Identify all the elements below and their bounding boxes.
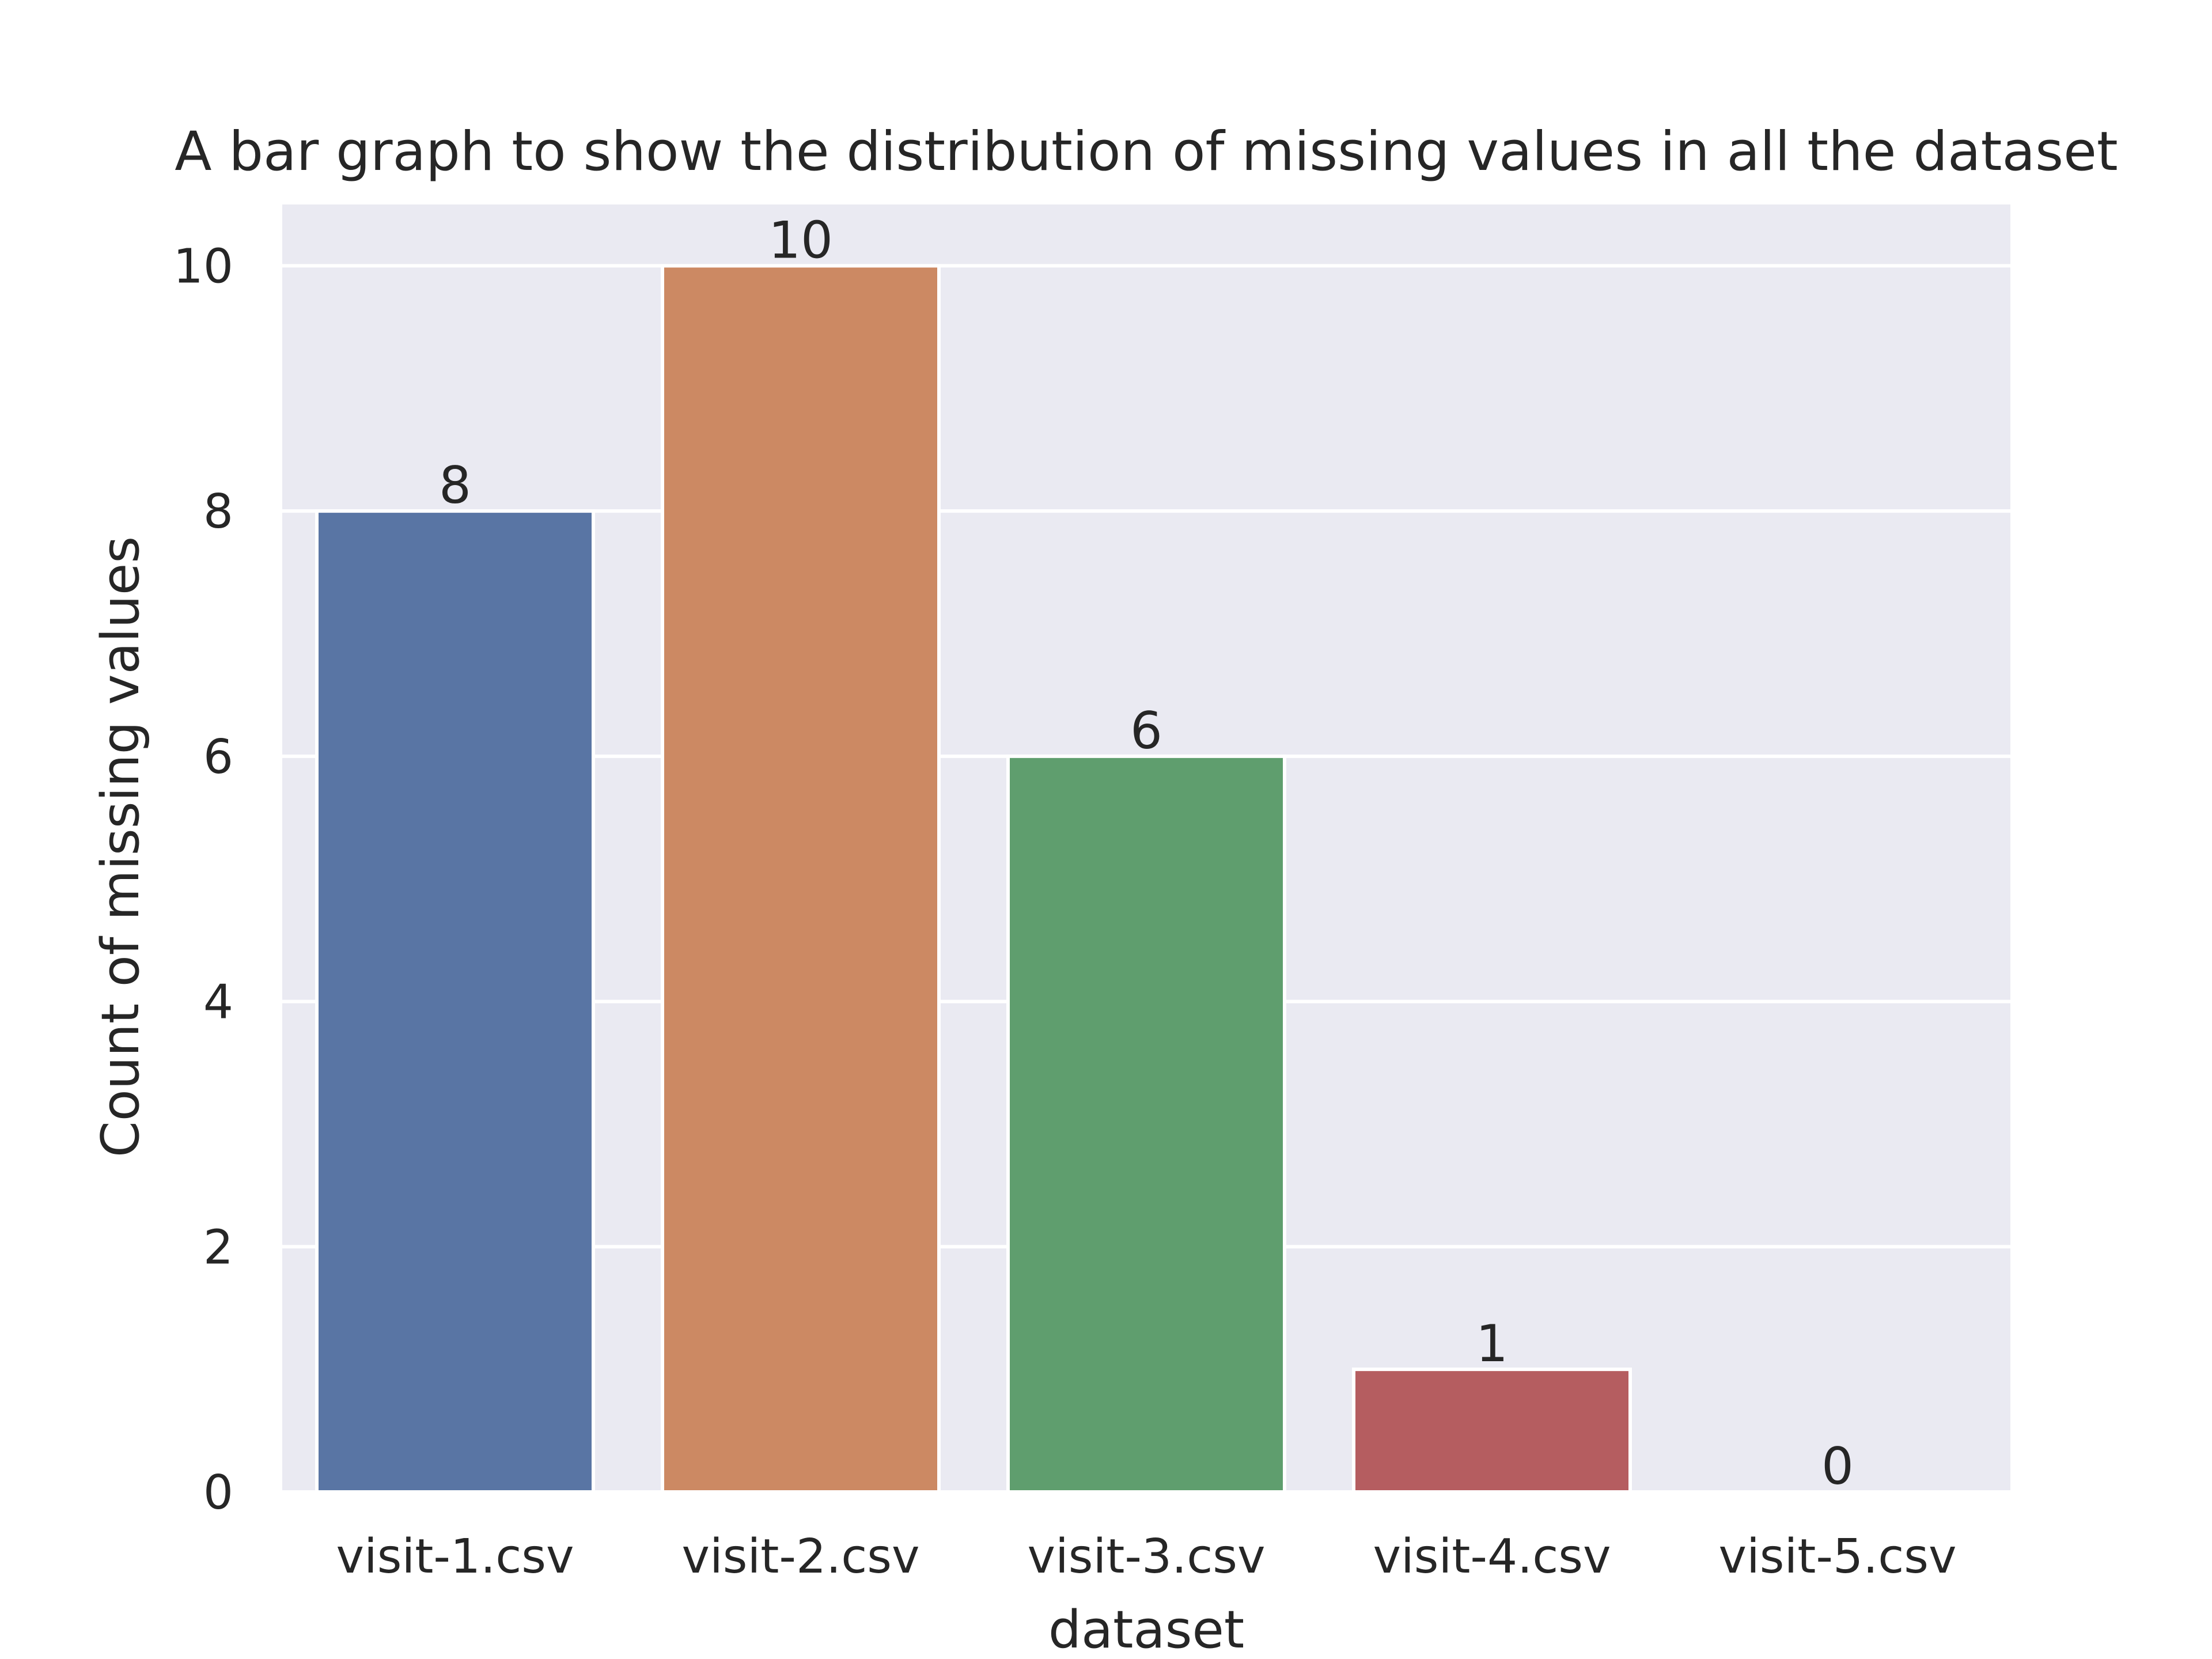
y-tick-label: 10 <box>173 239 233 294</box>
chart-title: A bar graph to show the distribution of … <box>175 120 2118 183</box>
data-label: 1 <box>1476 1314 1508 1373</box>
x-axis-label: dataset <box>1048 1600 1244 1659</box>
x-tick-label: visit-2.csv <box>681 1529 919 1584</box>
bars <box>315 264 1632 1494</box>
x-tick-label: visit-4.csv <box>1373 1529 1611 1584</box>
bar-visit-3-csv <box>1006 754 1286 1494</box>
bar-visit-2-csv <box>661 264 941 1494</box>
bar-visit-4-csv <box>1352 1368 1632 1494</box>
x-tick-labels: visit-1.csv visit-2.csv visit-3.csv visit-4… <box>336 1529 1956 1584</box>
y-tick-label: 8 <box>203 484 233 539</box>
data-label: 8 <box>439 456 471 515</box>
y-axis-label: Count of missing values <box>90 536 151 1157</box>
y-tick-labels: 0 2 4 6 8 10 <box>173 239 233 1520</box>
data-label: 6 <box>1130 701 1162 760</box>
data-label: 0 <box>1821 1437 1854 1496</box>
x-tick-label: visit-3.csv <box>1027 1529 1265 1584</box>
y-tick-label: 0 <box>203 1465 233 1520</box>
bar-visit-1-csv <box>315 509 595 1494</box>
y-tick-label: 6 <box>203 730 233 785</box>
y-tick-label: 4 <box>203 975 233 1030</box>
x-tick-label: visit-1.csv <box>336 1529 574 1584</box>
data-label: 10 <box>768 210 833 270</box>
y-tick-label: 2 <box>203 1220 233 1275</box>
x-tick-label: visit-5.csv <box>1718 1529 1956 1584</box>
